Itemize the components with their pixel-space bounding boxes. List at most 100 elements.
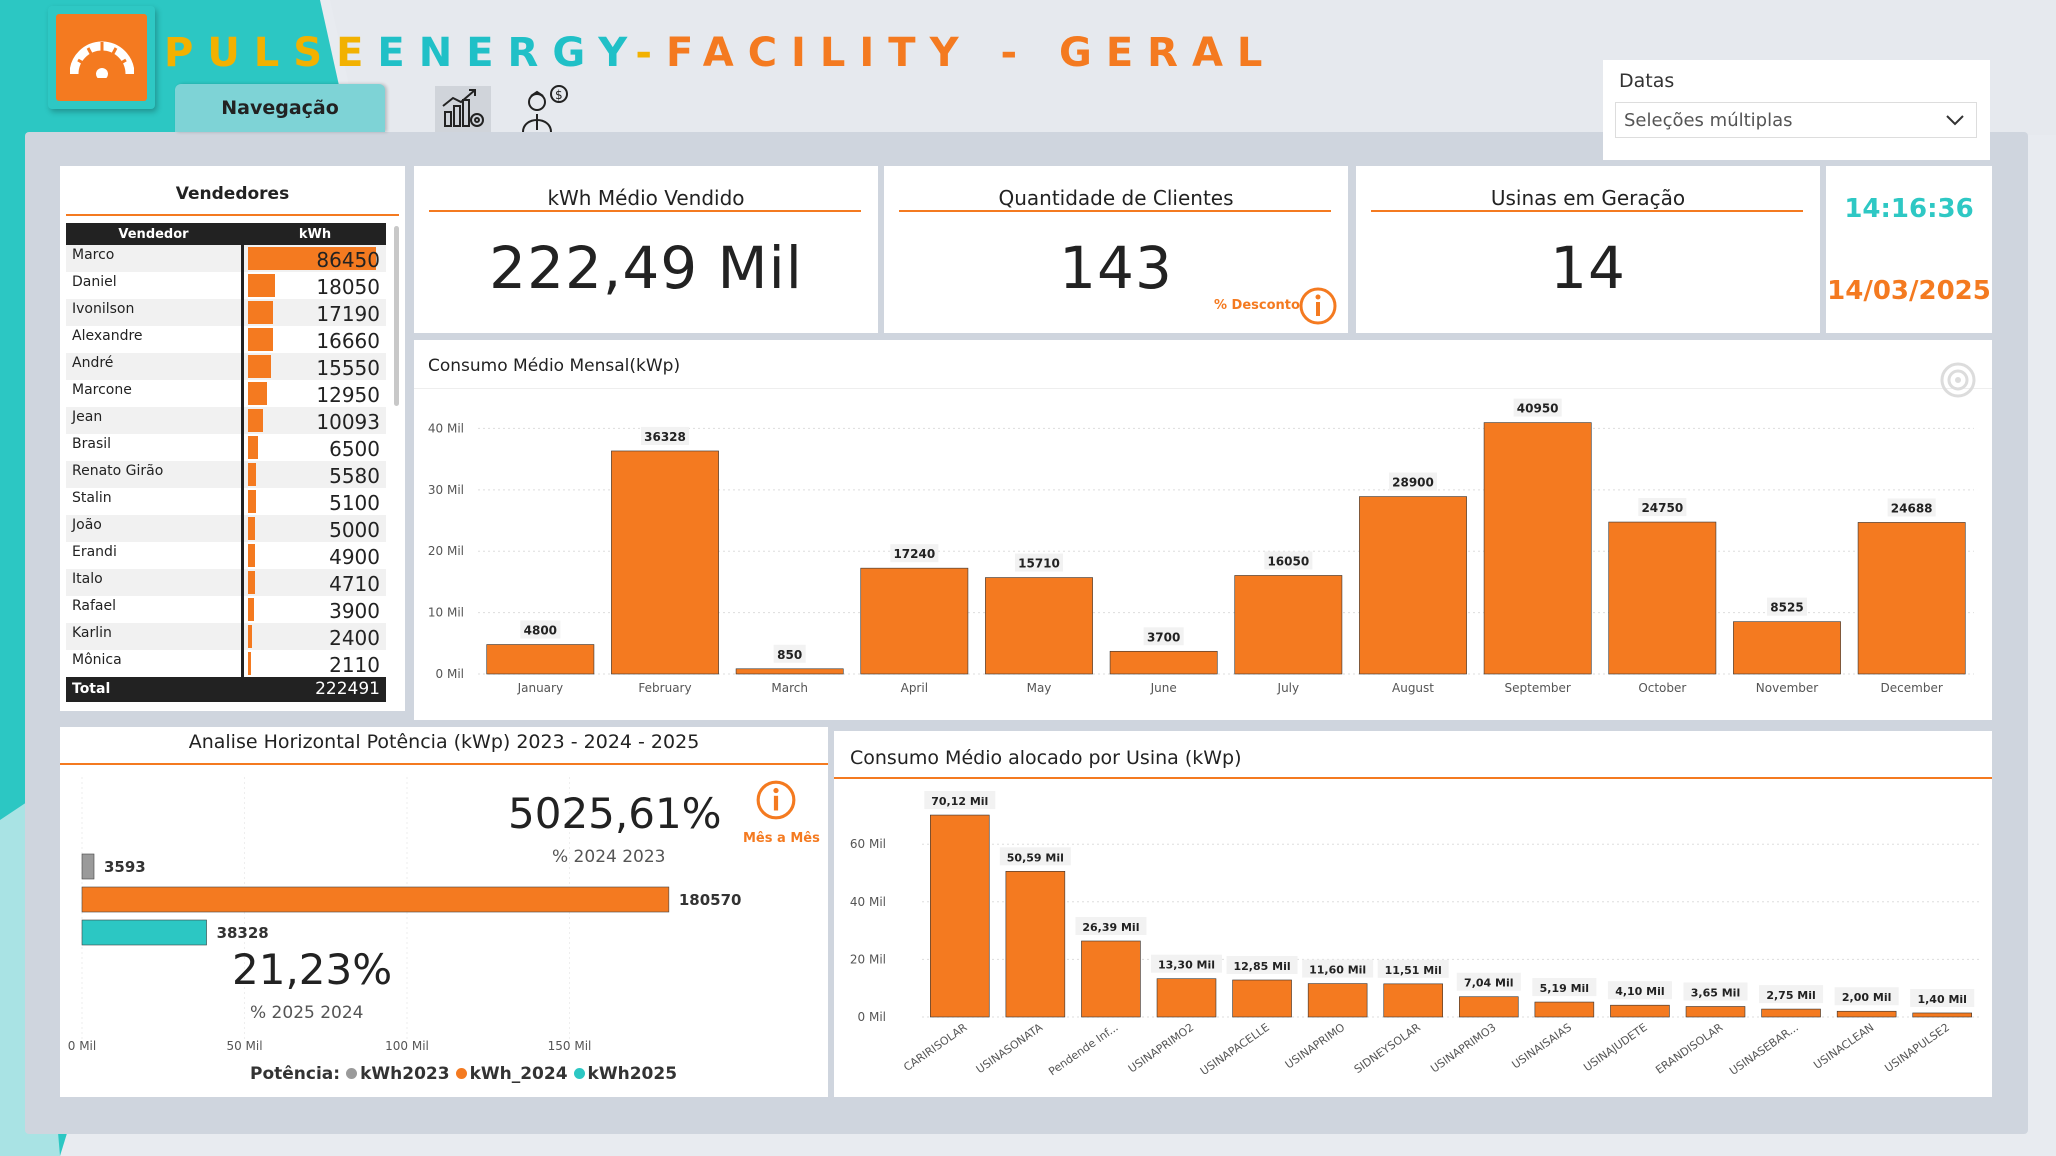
title-divider [414,388,1992,389]
data-label: 15710 [1018,557,1060,571]
monthly-chart-card: Consumo Médio Mensal(kWp) 0 Mil 10 Mil 20 … [414,340,1992,720]
vendor-data-bar [248,355,272,378]
target-icon[interactable] [1938,360,1978,400]
data-label: 36328 [644,430,686,444]
bar [81,853,95,880]
legend-item-2024[interactable]: kWh_2024 [455,1064,568,1084]
x-tick-label: USINAISAIAS [1509,1021,1574,1072]
table-row[interactable]: João 5000 [66,515,386,542]
vendor-data-bar [248,598,254,621]
table-row[interactable]: Italo 4710 [66,569,386,596]
x-tick-label: February [638,681,691,695]
table-row[interactable]: Marcone 12950 [66,380,386,407]
vendor-data-bar [248,382,268,405]
data-label-bg [1513,398,1562,417]
table-row[interactable]: Alexandre 16660 [66,326,386,353]
x-tick-label: USINASONATA [974,1021,1046,1077]
data-label-bg [1389,472,1437,491]
vendor-name: Renato Girão [72,463,164,479]
table-row[interactable]: Stalin 5100 [66,488,386,515]
table-row[interactable]: Jean 10093 [66,407,386,434]
data-label-bg [1456,972,1521,991]
analytics-nav-button[interactable] [427,84,499,134]
bar [985,577,1093,675]
title-underline [60,763,828,765]
vendor-kwh-value: 2110 [329,653,380,677]
kpi-usinas-value: 14 [1550,234,1626,302]
date-slicer: Datas Seleções múltiplas [1603,60,1990,160]
legend-item-2023[interactable]: kWh2023 [346,1064,450,1084]
data-label: 3593 [104,858,146,876]
x-tick-label: USINASEBAR... [1727,1021,1801,1078]
chevron-down-icon [1946,115,1964,126]
bar [1733,621,1841,675]
bar [486,644,595,675]
data-label: 50,59 Mil [1007,851,1064,864]
data-label: 17240 [893,547,935,561]
horizontal-bar-chart: 0 Mil 50 Mil 100 Mil 150 Mil 3593 180570 38328 [68,777,741,1053]
data-label: 38328 [217,924,269,942]
x-tick-label: 50 Mil [226,1039,262,1053]
data-label: 24750 [1641,501,1683,515]
x-tick-label: July [1277,681,1300,695]
data-label-bg [1532,978,1597,997]
legend-item-2025[interactable]: kWh2025 [573,1064,677,1084]
datetime-card: 14:16:36 14/03/2025 [1826,166,1992,333]
table-row[interactable]: Rafael 3900 [66,596,386,623]
vendor-name: Jean [72,409,103,425]
table-row[interactable]: Renato Girão 5580 [66,461,386,488]
navigation-button[interactable]: Navegação [175,84,385,132]
bar [1610,1004,1670,1018]
table-scrollbar[interactable] [394,226,399,406]
bar [1359,496,1467,675]
data-label: 3,65 Mil [1691,986,1740,999]
vendor-kwh-value: 4710 [329,572,380,596]
bar [1912,1012,1972,1018]
usina-chart-card: Consumo Médio alocado por Usina (kWp) 0 … [834,731,1992,1097]
info-icon[interactable] [1298,286,1338,326]
data-label-bg [1759,985,1824,1004]
kpi-kwh-title: kWh Médio Vendido [547,186,745,210]
x-tick-label: USINAPACELLE [1198,1021,1272,1078]
title-underline [834,777,1992,779]
data-label: 11,60 Mil [1309,964,1366,977]
table-row[interactable]: Daniel 18050 [66,272,386,299]
chart-legend: Potência: kWh2023 kWh_2024 kWh2025 [250,1064,677,1084]
data-label-bg [1607,981,1672,1000]
page-title: PULSEENERGY-FACILITY - GERAL [164,30,1276,76]
vendor-name: Stalin [72,490,112,506]
kpi-clients-title: Quantidade de Clientes [998,186,1234,210]
data-label: 28900 [1392,476,1434,490]
table-row[interactable]: Brasil 6500 [66,434,386,461]
bar [1857,522,1966,675]
bar [1005,871,1066,1018]
date-dropdown[interactable]: Seleções múltiplas [1615,102,1977,138]
data-label: 8525 [1770,601,1803,615]
pct-2025-2024-value: 21,23% [232,945,393,994]
x-tick-label: USINACLEAN [1811,1021,1876,1072]
title-underline [1371,210,1803,212]
bar [735,668,844,675]
vendor-name: Erandi [72,544,117,560]
vendor-name: André [72,355,114,371]
title-pulse: PULSE [164,30,378,76]
data-label-bg [999,847,1071,866]
data-label: 5,19 Mil [1540,982,1589,995]
table-row[interactable]: Ivonilson 17190 [66,299,386,326]
x-tick-label: 0 Mil [68,1039,96,1053]
bar [1761,1008,1821,1018]
finance-nav-button[interactable]: $ [509,84,581,134]
vendor-name: Ivonilson [72,301,135,317]
table-row[interactable]: Marco 86450 [66,245,386,272]
current-time: 14:16:36 [1844,194,1974,224]
column-header-vendor: Vendedor [118,226,189,242]
vendor-kwh-value: 17190 [316,302,380,326]
table-row[interactable]: Karlin 2400 [66,623,386,650]
table-row[interactable]: Mônica 2110 [66,650,386,677]
info-icon[interactable] [755,779,797,821]
bar [81,886,670,913]
table-row[interactable]: André 15550 [66,353,386,380]
bar [1234,575,1343,675]
table-row[interactable]: Erandi 4900 [66,542,386,569]
data-label: 7,04 Mil [1464,977,1513,990]
